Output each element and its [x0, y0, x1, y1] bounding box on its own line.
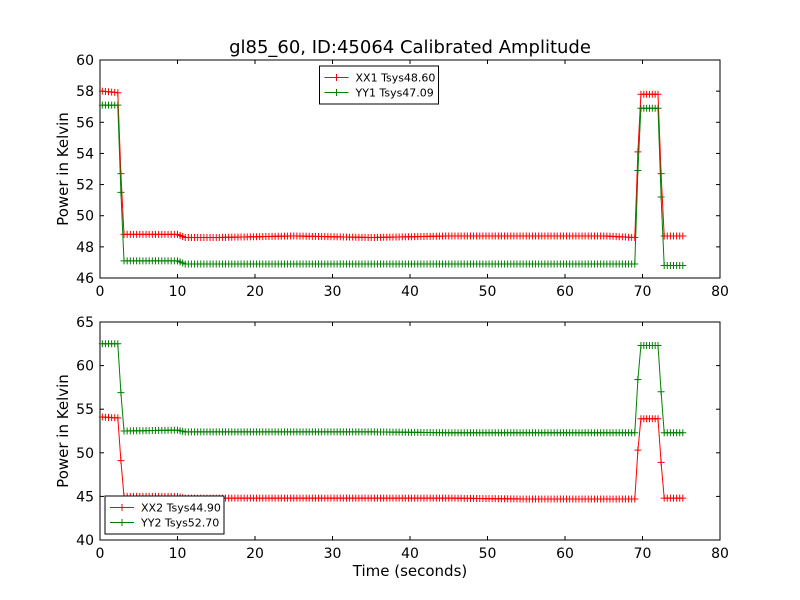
- x-tick-label: 50: [479, 284, 497, 300]
- x-tick-label: 60: [556, 546, 574, 562]
- y-tick-label: 56: [76, 115, 94, 131]
- y-tick-label: 50: [76, 209, 94, 225]
- y-tick-label: 50: [76, 446, 94, 462]
- data-point-marker: [117, 457, 125, 465]
- data-point-marker: [654, 104, 662, 112]
- x-tick-label: 10: [169, 546, 187, 562]
- y-axis-label: Power in Kelvin: [54, 112, 72, 226]
- y-tick-label: 58: [76, 84, 94, 100]
- x-tick-label: 30: [324, 284, 342, 300]
- data-point-marker: [657, 170, 665, 178]
- legend-box: [104, 495, 225, 535]
- data-point-marker: [114, 89, 122, 97]
- data-point-marker: [631, 234, 639, 242]
- legend-marker-swatch: [333, 89, 340, 96]
- data-point-marker: [117, 389, 125, 397]
- legend: XX1 Tsys48.60 YY1 Tsys47.09: [319, 65, 439, 105]
- x-tick-label: 10: [169, 284, 187, 300]
- data-point-marker: [114, 340, 122, 348]
- data-point-marker: [634, 167, 642, 175]
- bottom-subplot: 0 10 20 30 40 50 60 70 80 40 45 50 55 60 65 Power in Ke…: [54, 315, 729, 580]
- top-subplot: 0 10 20 30 40 50 60 70 80 46 48 50 52 54 56 58 60 Power i…: [54, 53, 729, 300]
- legend-entry-label: YY1 Tsys47.09: [355, 87, 434, 100]
- figure-title: gl85_60, ID:45064 Calibrated Amplitude: [229, 37, 591, 58]
- data-point-marker: [654, 342, 662, 350]
- data-point-marker: [679, 232, 687, 240]
- y-axis-label: Power in Kelvin: [54, 374, 72, 488]
- x-tick-label: 80: [711, 284, 729, 300]
- data-point-marker: [114, 101, 122, 109]
- data-point-marker: [634, 376, 642, 384]
- x-tick-label: 80: [711, 546, 729, 562]
- x-tick-label: 70: [634, 546, 652, 562]
- data-point-marker: [634, 148, 642, 156]
- x-tick-label: 50: [479, 546, 497, 562]
- legend-box: [319, 65, 439, 105]
- data-point-marker: [654, 90, 662, 98]
- legend-marker-swatch: [118, 519, 126, 526]
- data-point-marker: [631, 260, 639, 268]
- y-tick-label: 60: [76, 359, 94, 375]
- data-point-marker: [657, 458, 665, 466]
- x-tick-label: 30: [324, 546, 342, 562]
- data-point-marker: [679, 262, 687, 270]
- data-point-marker: [679, 494, 687, 502]
- data-point-marker: [657, 388, 665, 396]
- x-tick-label: 0: [96, 546, 105, 562]
- x-axis-label: Time (seconds): [352, 562, 468, 580]
- y-tick-label: 54: [76, 146, 94, 162]
- data-point-marker: [657, 193, 665, 201]
- x-tick-label: 60: [556, 284, 574, 300]
- legend-entry-label: YY2 Tsys52.70: [140, 517, 219, 530]
- x-tick-label: 20: [246, 546, 264, 562]
- data-point-marker: [114, 414, 122, 422]
- series-xx1: [98, 87, 687, 242]
- y-tick-label: 45: [76, 489, 94, 505]
- legend: XX2 Tsys44.90 YY2 Tsys52.70: [104, 495, 225, 535]
- x-tick-label: 0: [96, 284, 105, 300]
- x-tick-label: 40: [401, 284, 419, 300]
- legend-entry-label: XX2 Tsys44.90: [141, 502, 221, 515]
- x-tick-label: 40: [401, 546, 419, 562]
- data-point-marker: [631, 495, 639, 503]
- y-tick-label: 40: [76, 533, 94, 549]
- series-yy2: [98, 340, 687, 437]
- data-point-marker: [117, 170, 125, 178]
- y-tick-label: 48: [76, 240, 94, 256]
- legend-marker-swatch: [333, 74, 340, 81]
- data-point-marker: [631, 429, 639, 437]
- y-tick-label: 60: [76, 53, 94, 69]
- y-tick-label: 46: [76, 271, 94, 287]
- data-point-marker: [654, 415, 662, 423]
- y-tick-label: 65: [76, 315, 94, 331]
- data-point-marker: [117, 188, 125, 196]
- series-yy1: [98, 101, 687, 270]
- x-tick-label: 20: [246, 284, 264, 300]
- y-tick-label: 55: [76, 402, 94, 418]
- legend-marker-swatch: [118, 504, 126, 511]
- data-point-marker: [679, 429, 687, 437]
- y-tick-label: 52: [76, 178, 94, 194]
- x-tick-label: 70: [634, 284, 652, 300]
- data-point-marker: [634, 446, 642, 454]
- legend-entry-label: XX1 Tsys48.60: [356, 72, 436, 85]
